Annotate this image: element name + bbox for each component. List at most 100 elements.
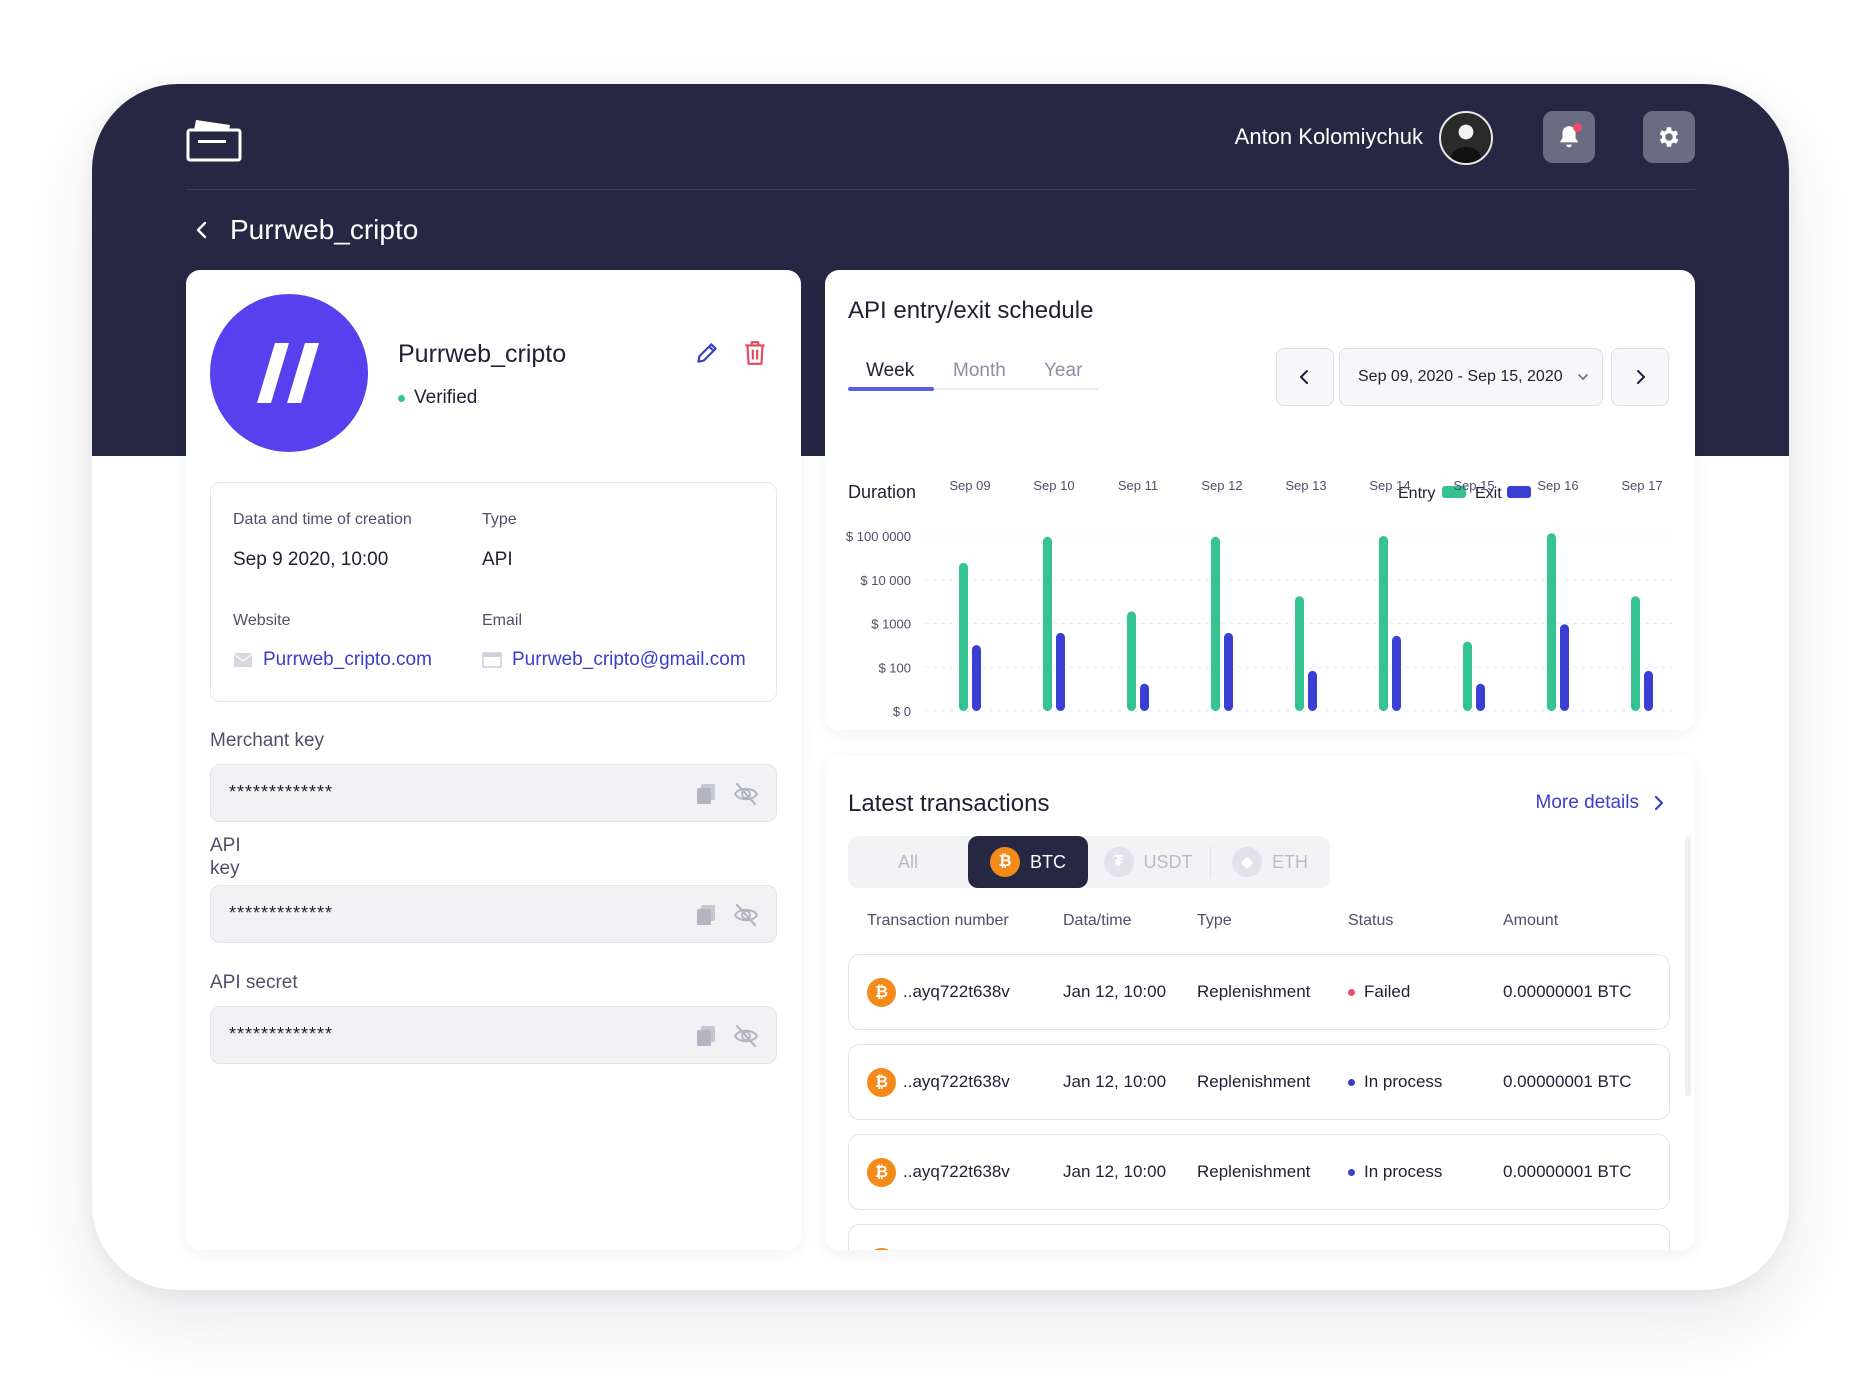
legend-label: Exit <box>1475 485 1502 502</box>
scrollbar[interactable] <box>1685 836 1691 1096</box>
x-tick-label: Sep 09 <box>949 478 990 493</box>
table-row[interactable]: ₿ <box>848 1224 1670 1250</box>
chevron-right-icon <box>1637 370 1645 384</box>
col-transaction-number[interactable]: Transaction number <box>867 912 1009 929</box>
tx-type: Replenishment <box>1197 1072 1311 1091</box>
bar-exit <box>1392 635 1401 711</box>
type-value: API <box>482 549 513 570</box>
next-range-button[interactable] <box>1611 348 1669 406</box>
settings-button[interactable] <box>1643 111 1695 163</box>
notifications-button[interactable] <box>1543 111 1595 163</box>
bar-exit <box>1644 670 1653 711</box>
date-range-select[interactable]: Sep 09, 2020 - Sep 15, 2020 <box>1339 348 1603 406</box>
merchant-key-label: Merchant key <box>210 730 325 751</box>
col-type[interactable]: Type <box>1197 912 1232 929</box>
bar-entry <box>1043 536 1052 711</box>
bitcoin-icon: ₿ <box>867 1068 896 1097</box>
eye-off-icon[interactable] <box>732 901 760 929</box>
trash-icon[interactable] <box>742 339 768 367</box>
schedule-title: API entry/exit schedule <box>848 297 1094 324</box>
eye-off-icon[interactable] <box>732 1022 760 1050</box>
transactions-card: Latest transactions More details All ₿ B… <box>825 756 1695 1250</box>
wallet-logo-icon[interactable] <box>186 116 242 162</box>
notification-dot <box>1573 123 1582 132</box>
tab-month[interactable]: Month <box>953 360 1006 381</box>
filter-all-label: All <box>897 851 918 872</box>
tab-week[interactable]: Week <box>866 360 915 381</box>
filter-btc-label: BTC <box>1030 851 1066 872</box>
more-details-label: More details <box>1535 792 1640 813</box>
entry-exit-chart: Duration Entry Exit $ 0 $ 100 $ 1000 $ 10 000 $… <box>846 478 1673 719</box>
page-title: Purrweb_cripto <box>230 214 419 245</box>
envelope-icon <box>233 653 253 667</box>
col-amount[interactable]: Amount <box>1503 912 1559 929</box>
tx-datetime: Jan 12, 10:00 <box>1063 1072 1167 1091</box>
tx-number: ..ayq722t638v <box>903 982 1010 1001</box>
api-secret-value: ************* <box>229 1024 334 1044</box>
copy-icon[interactable] <box>694 903 718 927</box>
copy-icon[interactable] <box>694 782 718 806</box>
api-key-field[interactable]: ************* <box>210 885 777 943</box>
bitcoin-icon: ₿ <box>867 1248 896 1250</box>
bitcoin-icon: ₿ <box>990 847 1020 877</box>
pencil-icon[interactable] <box>694 340 720 366</box>
tx-number: ..ayq722t638v <box>903 1072 1010 1091</box>
tx-status-label: In process <box>1364 1072 1443 1091</box>
creation-value: Sep 9 2020, 10:00 <box>233 549 389 570</box>
gear-icon <box>1659 127 1679 147</box>
filter-usdt-label: USDT <box>1143 851 1193 872</box>
breadcrumb: Purrweb_cripto <box>192 214 418 246</box>
filter-all[interactable]: All <box>848 836 968 888</box>
bar-entry <box>1631 596 1640 711</box>
bitcoin-icon: ₿ <box>867 978 896 1007</box>
website-value: Purrweb_cripto.com <box>263 649 432 670</box>
chevron-right-icon <box>1654 795 1664 811</box>
legend-label: Entry <box>1398 485 1435 502</box>
tx-status-label: Failed <box>1364 982 1411 1001</box>
filter-usdt[interactable]: ₮ USDT <box>1088 836 1208 888</box>
x-tick-label: Sep 13 <box>1285 478 1326 493</box>
y-tick-label: $ 10 000 <box>860 573 911 588</box>
date-range-value: Sep 09, 2020 - Sep 15, 2020 <box>1358 368 1563 385</box>
copy-icon[interactable] <box>694 1024 718 1048</box>
website-link[interactable]: Purrweb_cripto.com <box>233 649 432 671</box>
col-datetime[interactable]: Data/time <box>1063 912 1132 929</box>
more-details-link[interactable]: More details <box>1536 792 1666 814</box>
chevron-down-icon <box>1577 374 1588 381</box>
avatar[interactable] <box>1439 111 1493 165</box>
x-tick-label: Sep 14 <box>1369 478 1410 493</box>
bar-entry <box>1547 533 1556 711</box>
email-link[interactable]: Purrweb_cripto@gmail.com <box>482 649 746 671</box>
table-row[interactable]: ₿ ..ayq722t638v Jan 12, 10:00 Replenishm… <box>848 1044 1670 1120</box>
filter-eth-label: ETH <box>1272 851 1308 872</box>
prev-range-button[interactable] <box>1276 348 1334 406</box>
x-tick-label: Sep 10 <box>1033 478 1074 493</box>
currency-filter: All ₿ BTC ₮ USDT ◆ ETH <box>848 836 1330 888</box>
merchant-key-field[interactable]: ************* <box>210 764 777 822</box>
eye-off-icon[interactable] <box>732 780 760 808</box>
ethereum-icon: ◆ <box>1232 847 1262 877</box>
info-box: Data and time of creation Sep 9 2020, 10… <box>210 482 777 702</box>
tab-year[interactable]: Year <box>1044 360 1083 381</box>
col-status[interactable]: Status <box>1348 912 1394 929</box>
chevron-left-icon[interactable] <box>192 220 212 240</box>
tx-number: ..ayq722t638v <box>903 1162 1010 1181</box>
tx-type: Replenishment <box>1197 1162 1311 1181</box>
merchant-name: Purrweb_cripto <box>398 340 567 368</box>
chevron-left-icon <box>1300 370 1308 384</box>
filter-btc[interactable]: ₿ BTC <box>968 836 1088 888</box>
table-row[interactable]: ₿ ..ayq722t638v Jan 12, 10:00 Replenishm… <box>848 954 1670 1030</box>
table-row[interactable]: ₿ ..ayq722t638v Jan 12, 10:00 Replenishm… <box>848 1134 1670 1210</box>
api-secret-field[interactable]: ************* <box>210 1006 777 1064</box>
filter-eth[interactable]: ◆ ETH <box>1210 836 1330 888</box>
bar-entry <box>1379 536 1388 711</box>
bar-exit <box>972 645 981 711</box>
status-dot <box>1348 1078 1355 1086</box>
user-name[interactable]: Anton Kolomiychuk <box>1234 124 1423 149</box>
schedule-card: API entry/exit schedule Week Month Year … <box>825 270 1695 730</box>
tether-icon: ₮ <box>1103 847 1134 877</box>
tx-amount: 0.00000001 BTC <box>1503 1072 1632 1091</box>
tx-status: Failed <box>1348 982 1410 1002</box>
x-tick-label: Sep 17 <box>1621 478 1662 493</box>
bar-exit <box>1056 632 1065 711</box>
